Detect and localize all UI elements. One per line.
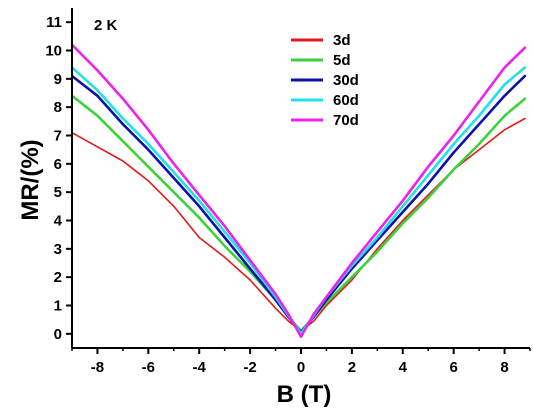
y-tick-label: 9: [54, 71, 62, 88]
legend-label-60d: 60d: [333, 92, 359, 109]
legend-label-30d: 30d: [333, 72, 359, 89]
y-tick-label: 6: [54, 156, 62, 173]
series-line-30d: [72, 74, 527, 334]
x-tick-label: 8: [500, 359, 508, 376]
x-tick-label: 4: [399, 359, 408, 376]
y-tick-label: 8: [54, 99, 62, 116]
y-tick-label: 10: [45, 43, 62, 60]
x-tick-label: -8: [91, 359, 104, 376]
y-axis-title: MR/(%): [17, 139, 44, 220]
legend-label-5d: 5d: [333, 52, 351, 69]
series-line-70d: [72, 43, 527, 339]
temperature-annotation: 2 K: [94, 17, 118, 34]
y-tick-label: 11: [46, 14, 62, 31]
axes: -8 -6 -4 -2 0 2 4 6 8 0 1 2 3 4 5 6 7 8 9 10 11: [45, 8, 531, 376]
x-tick-label: -2: [243, 359, 256, 376]
y-tick-label: 1: [54, 298, 62, 315]
y-tick-label: 7: [54, 128, 62, 145]
y-tick-label: 2: [54, 269, 62, 286]
x-tick-label: -4: [193, 359, 207, 376]
legend-label-3d: 3d: [333, 32, 351, 49]
legend: 3d 5d 30d 60d 70d: [291, 32, 359, 129]
y-tick-label: 5: [54, 184, 62, 201]
x-axis-title: B (T): [277, 381, 332, 408]
y-tick-label: 0: [54, 326, 62, 343]
y-tick-label: 3: [54, 241, 62, 258]
y-tick-label: 4: [54, 213, 63, 230]
plot-area: [72, 43, 527, 339]
x-tick-label: -6: [142, 359, 155, 376]
x-tick-label: 0: [297, 359, 305, 376]
legend-label-70d: 70d: [333, 112, 359, 129]
x-tick-label: 2: [348, 359, 356, 376]
series-line-60d: [72, 66, 527, 336]
x-tick-label: 6: [449, 359, 457, 376]
